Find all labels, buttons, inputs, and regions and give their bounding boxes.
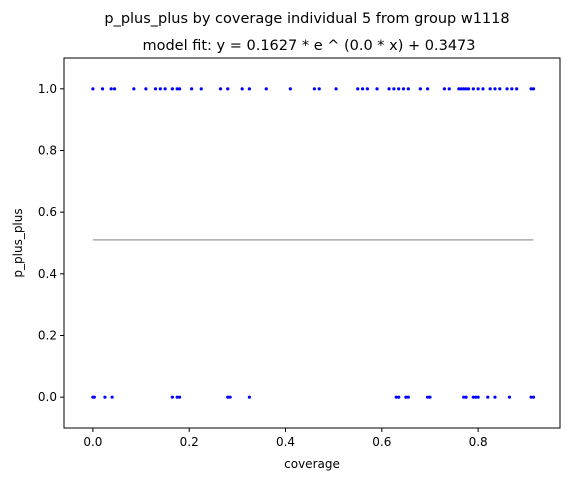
data-point — [529, 87, 533, 91]
data-point — [144, 87, 148, 91]
data-point — [392, 87, 396, 91]
data-point — [360, 87, 365, 91]
data-point — [481, 87, 485, 91]
data-point — [471, 87, 475, 91]
x-axis-label: coverage — [284, 457, 340, 471]
y-tick-label: 0.4 — [38, 267, 57, 281]
y-tick-label: 0.8 — [38, 144, 57, 158]
data-point — [387, 87, 391, 91]
x-tick-label: 0.8 — [469, 435, 488, 449]
data-point — [425, 395, 430, 399]
data-point — [493, 87, 497, 91]
data-point — [163, 87, 167, 91]
data-point — [474, 395, 478, 399]
data-point — [397, 395, 401, 399]
chart-title: p_plus_plus by coverage individual 5 fro… — [104, 11, 509, 27]
data-point — [442, 87, 447, 91]
data-point — [531, 87, 536, 91]
data-point — [476, 395, 480, 399]
data-point — [177, 87, 182, 91]
data-point — [240, 87, 244, 91]
data-point — [471, 395, 475, 399]
data-point — [498, 87, 502, 91]
data-point — [132, 87, 136, 91]
x-tick-label: 0.2 — [180, 435, 199, 449]
data-point — [334, 87, 338, 91]
data-point — [529, 395, 533, 399]
data-point — [199, 87, 203, 91]
data-point — [264, 87, 268, 91]
data-point — [406, 87, 410, 91]
data-point — [226, 87, 230, 91]
data-point — [110, 395, 114, 399]
data-point — [531, 395, 536, 399]
data-point — [91, 87, 95, 91]
data-point — [505, 87, 509, 91]
data-point — [190, 87, 194, 91]
data-point — [92, 395, 96, 399]
data-point — [425, 87, 430, 91]
data-point — [459, 87, 463, 91]
data-point — [447, 87, 451, 91]
data-point — [170, 87, 174, 91]
data-point — [170, 395, 174, 399]
y-tick-label: 0.0 — [38, 390, 57, 404]
data-point — [218, 87, 223, 91]
data-point — [109, 87, 113, 91]
data-point — [356, 87, 360, 91]
data-point — [226, 395, 230, 399]
data-point — [507, 395, 512, 399]
data-point — [394, 395, 398, 399]
data-point — [515, 87, 519, 91]
data-point — [247, 395, 251, 399]
data-point — [462, 87, 466, 91]
data-point — [103, 395, 107, 399]
x-tick-label: 0.4 — [276, 435, 295, 449]
points-layer — [91, 87, 536, 399]
data-point — [175, 87, 179, 91]
data-point — [375, 87, 379, 91]
data-point — [476, 87, 480, 91]
data-point — [486, 395, 490, 399]
data-point — [466, 87, 471, 91]
data-point — [228, 395, 232, 399]
y-axis-ticks: 0.0 0.2 0.4 0.6 0.8 1.0 — [38, 82, 64, 404]
y-axis-label: p_plus_plus — [11, 208, 25, 277]
chart-subtitle: model fit: y = 0.1627 * e ^ (0.0 * x) + … — [142, 38, 475, 54]
data-point — [100, 87, 105, 91]
data-point — [247, 87, 251, 91]
data-point — [175, 395, 179, 399]
data-point — [288, 87, 292, 91]
plot-area-frame — [63, 57, 561, 429]
data-point — [177, 395, 182, 399]
data-point — [112, 87, 117, 91]
y-tick-label: 1.0 — [38, 82, 57, 96]
data-point — [464, 87, 468, 91]
data-point — [312, 87, 317, 91]
data-point — [406, 395, 410, 399]
x-axis-ticks: 0.0 0.2 0.4 0.6 0.8 — [83, 428, 488, 449]
x-tick-label: 0.0 — [83, 435, 102, 449]
data-point — [462, 395, 466, 399]
data-point — [401, 87, 406, 91]
data-point — [404, 395, 408, 399]
data-point — [464, 395, 468, 399]
data-point — [153, 87, 158, 91]
data-point — [428, 395, 432, 399]
data-point — [158, 87, 162, 91]
x-tick-label: 0.6 — [372, 435, 391, 449]
data-point — [397, 87, 401, 91]
data-point — [365, 87, 369, 91]
data-point — [510, 87, 514, 91]
data-point — [488, 87, 492, 91]
data-point — [317, 87, 321, 91]
y-tick-label: 0.6 — [38, 205, 57, 219]
y-tick-label: 0.2 — [38, 329, 57, 343]
data-point — [457, 87, 461, 91]
data-point — [493, 395, 497, 399]
data-point — [418, 87, 422, 91]
